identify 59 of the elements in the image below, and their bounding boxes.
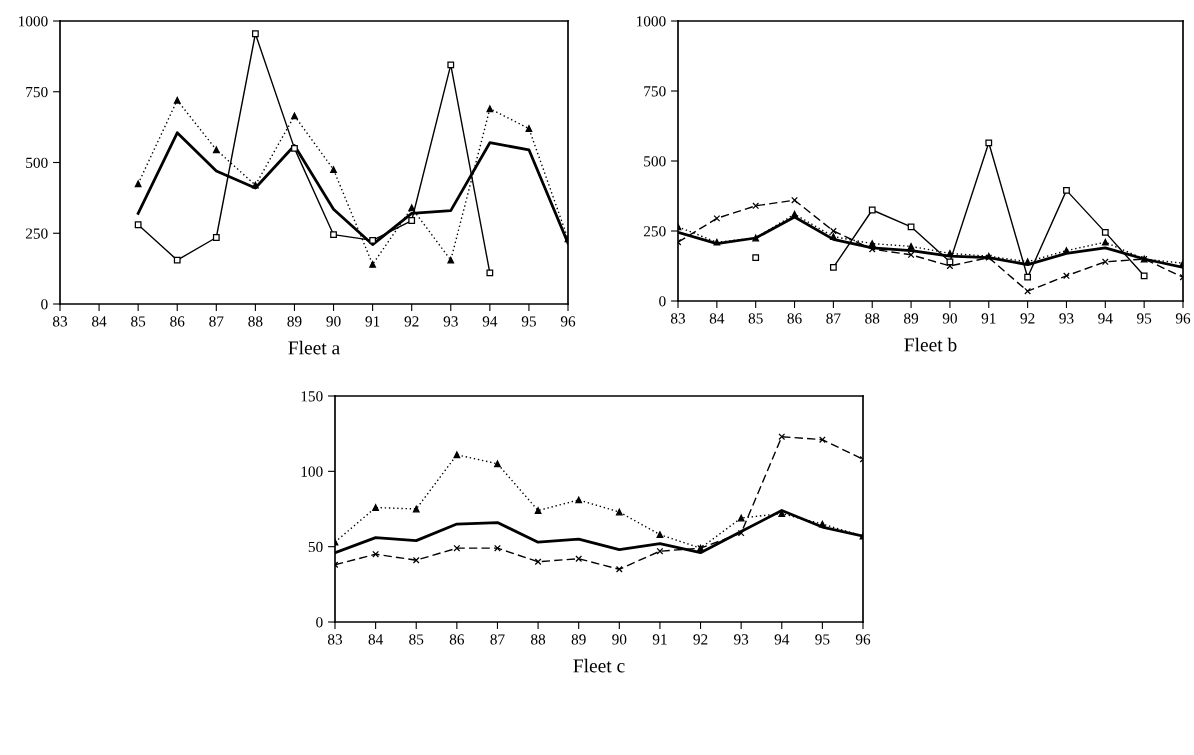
x-tick-label: 87 — [209, 316, 224, 327]
y-tick-label: 1000 — [18, 16, 48, 27]
x-tick-label: 90 — [326, 316, 341, 327]
x-tick-label: 87 — [826, 313, 841, 324]
x-tick-label: 92 — [693, 634, 708, 645]
x-tick-label: 93 — [1059, 313, 1074, 324]
x-tick-label: 95 — [815, 634, 830, 645]
x-tick-label: 88 — [248, 316, 263, 327]
y-tick-label: 250 — [643, 226, 666, 237]
x-tick-label: 85 — [131, 316, 146, 327]
y-tick-label: 0 — [316, 617, 323, 628]
x-tick-label: 93 — [443, 316, 458, 327]
x-tick-label: 85 — [409, 634, 424, 645]
y-tick-label: 500 — [644, 156, 666, 167]
x-tick-label: 96 — [1175, 313, 1191, 324]
x-tick-label: 87 — [490, 634, 505, 645]
x-tick-label: 95 — [1137, 313, 1152, 324]
x-tick-label: 89 — [904, 313, 919, 324]
x-tick-label: 88 — [531, 634, 546, 645]
x-axis-title: Fleet a — [288, 340, 340, 355]
x-tick-label: 86 — [449, 634, 465, 645]
y-tick-label: 1000 — [636, 16, 666, 27]
x-tick-label: 86 — [787, 313, 802, 324]
x-tick-label: 83 — [52, 316, 68, 327]
x-tick-label: 94 — [1098, 313, 1113, 324]
x-tick-label: 84 — [709, 313, 725, 324]
x-axis-title: Fleet b — [904, 337, 957, 352]
x-tick-label: 83 — [327, 634, 343, 645]
x-tick-label: 91 — [652, 634, 667, 645]
x-tick-label: 90 — [612, 634, 627, 645]
y-tick-label: 50 — [308, 541, 323, 553]
x-tick-label: 96 — [560, 316, 576, 327]
x-tick-label: 89 — [287, 316, 302, 327]
y-tick-label: 750 — [26, 86, 48, 98]
x-tick-label: 92 — [404, 316, 419, 327]
y-tick-label: 150 — [301, 391, 323, 402]
y-tick-label: 100 — [301, 466, 323, 477]
x-tick-label: 92 — [1020, 313, 1035, 324]
y-tick-label: 750 — [644, 86, 666, 97]
y-tick-label: 0 — [41, 299, 48, 310]
y-tick-label: 0 — [659, 296, 666, 307]
x-tick-label: 91 — [981, 313, 996, 324]
x-axis-title: Fleet c — [573, 658, 625, 673]
y-tick-label: 500 — [26, 157, 48, 168]
x-tick-label: 91 — [365, 316, 380, 327]
x-tick-label: 88 — [865, 313, 880, 324]
x-tick-label: 86 — [170, 316, 185, 327]
x-tick-label: 83 — [670, 313, 686, 324]
x-tick-label: 89 — [571, 634, 586, 645]
y-tick-label: 250 — [25, 228, 48, 239]
x-tick-label: 85 — [748, 313, 763, 324]
x-tick-label: 96 — [855, 634, 871, 645]
x-tick-label: 95 — [521, 316, 536, 327]
x-tick-label: 90 — [942, 313, 957, 324]
x-tick-label: 84 — [92, 316, 107, 327]
x-tick-label: 93 — [734, 634, 749, 645]
x-tick-label: 94 — [774, 634, 790, 645]
x-tick-label: 94 — [482, 316, 498, 327]
x-tick-label: 84 — [368, 634, 384, 645]
